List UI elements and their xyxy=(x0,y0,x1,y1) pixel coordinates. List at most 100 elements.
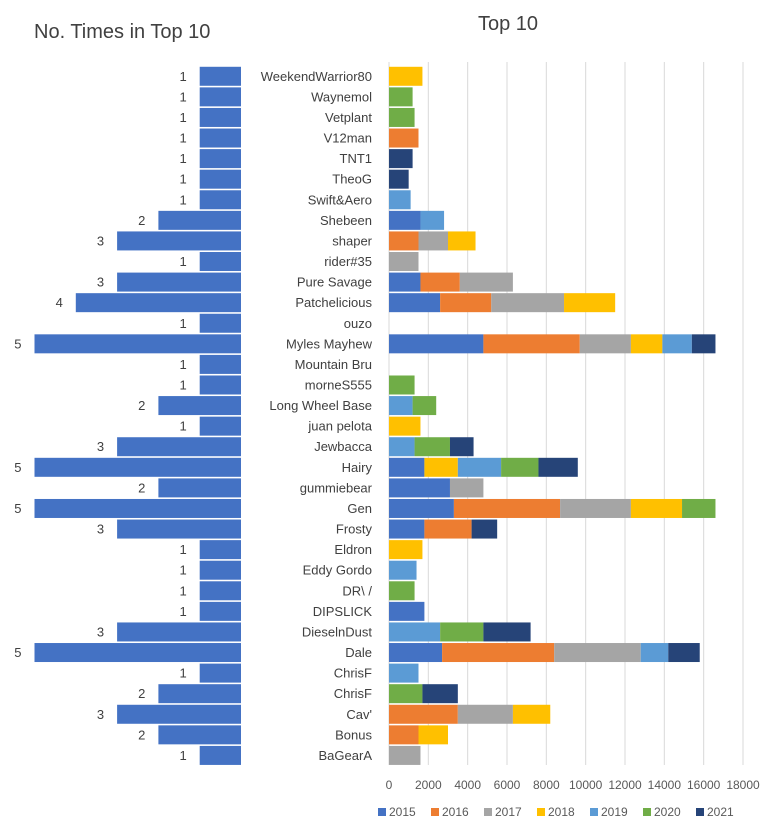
category-label: DR\ / xyxy=(342,583,372,598)
stacked-bar-segment xyxy=(389,540,423,560)
left-bar-value-label: 4 xyxy=(56,295,63,310)
stacked-bar-segment xyxy=(389,107,415,127)
stacked-bar-segment xyxy=(389,293,441,313)
left-bar xyxy=(199,149,241,169)
left-bar-value-label: 1 xyxy=(179,254,186,269)
category-label: Frosty xyxy=(336,522,373,537)
stacked-bar-segment xyxy=(453,498,561,518)
stacked-bar-segment xyxy=(389,663,419,683)
left-chart-title: No. Times in Top 10 xyxy=(34,21,210,43)
stacked-bar-segment xyxy=(668,643,700,663)
stacked-bar-segment xyxy=(564,293,616,313)
left-bar xyxy=(199,354,241,374)
stacked-bar-segment xyxy=(682,498,716,518)
stacked-bar-segment xyxy=(457,457,502,477)
legend-swatch xyxy=(643,808,651,816)
x-tick-label: 2000 xyxy=(415,778,442,792)
legend-label: 2020 xyxy=(654,805,681,819)
stacked-bar-segment xyxy=(389,66,423,86)
stacked-bar-segment xyxy=(389,622,441,642)
x-tick-label: 6000 xyxy=(494,778,521,792)
left-bar-value-label: 1 xyxy=(179,172,186,187)
stacked-bar-segment xyxy=(501,457,539,477)
category-label: Hairy xyxy=(342,460,373,475)
left-bar xyxy=(75,293,241,313)
left-bar xyxy=(117,272,241,292)
left-bar xyxy=(117,622,241,642)
left-bar xyxy=(199,169,241,189)
stacked-bar-segment xyxy=(389,169,409,189)
left-bar-value-label: 3 xyxy=(97,233,104,248)
stacked-bar-segment xyxy=(448,231,476,251)
stacked-bar-segment xyxy=(449,478,484,498)
stacked-bar-segment xyxy=(389,560,417,580)
left-bar-value-label: 5 xyxy=(14,645,21,660)
x-tick-label: 10000 xyxy=(569,778,603,792)
stacked-bar-segment xyxy=(449,437,474,457)
left-bar-value-label: 1 xyxy=(179,131,186,146)
stacked-bar-segment xyxy=(422,684,458,704)
category-label: Pure Savage xyxy=(297,275,372,290)
legend-swatch xyxy=(378,808,386,816)
x-tick-label: 12000 xyxy=(608,778,642,792)
stacked-bar-segment xyxy=(554,643,641,663)
left-bar-value-label: 5 xyxy=(14,501,21,516)
stacked-bar-segment xyxy=(662,334,692,354)
stacked-bar-segment xyxy=(471,519,498,539)
stacked-bar-segment xyxy=(389,745,421,765)
left-bar-value-label: 1 xyxy=(179,563,186,578)
stacked-bar-segment xyxy=(389,601,425,621)
category-label: Shebeen xyxy=(320,213,372,228)
stacked-bar-segment xyxy=(414,437,450,457)
category-label: Cav' xyxy=(346,707,372,722)
category-label: Eddy Gordo xyxy=(303,563,372,578)
category-label: TNT1 xyxy=(340,151,373,166)
left-bar-value-label: 1 xyxy=(179,89,186,104)
stacked-bar-segment xyxy=(512,704,551,724)
left-bar-value-label: 3 xyxy=(97,707,104,722)
stacked-bar-segment xyxy=(389,478,450,498)
left-bar xyxy=(199,252,241,272)
category-label: Vetplant xyxy=(325,110,372,125)
stacked-bar-segment xyxy=(691,334,716,354)
legend: 2015 2016 2017 2018 2019 2020 2021 xyxy=(378,805,734,819)
stacked-bar-segment xyxy=(440,622,484,642)
stacked-bar-segment xyxy=(389,190,411,210)
left-bar xyxy=(117,231,241,251)
legend-label: 2019 xyxy=(601,805,628,819)
left-bar xyxy=(199,313,241,333)
left-bar xyxy=(34,457,241,477)
stacked-bar-segment xyxy=(412,396,437,416)
left-bar xyxy=(199,416,241,436)
stacked-bar-segment xyxy=(442,643,555,663)
left-bar-value-label: 3 xyxy=(97,624,104,639)
left-bar xyxy=(199,190,241,210)
right-bars-group xyxy=(389,66,716,765)
stacked-bar-segment xyxy=(538,457,578,477)
category-label: ChrisF xyxy=(334,666,372,681)
stacked-bar-segment xyxy=(389,684,423,704)
stacked-bar-segment xyxy=(491,293,565,313)
category-label: rider#35 xyxy=(324,254,372,269)
left-bar xyxy=(199,107,241,127)
category-label: BaGearA xyxy=(319,748,373,763)
left-bar xyxy=(158,396,241,416)
category-label: Myles Mayhew xyxy=(286,336,373,351)
stacked-bar-segment xyxy=(389,334,484,354)
stacked-bar-segment xyxy=(420,272,460,292)
stacked-bar-segment xyxy=(389,519,425,539)
gridlines xyxy=(388,62,744,765)
category-label: TheoG xyxy=(332,172,372,187)
left-bar-value-label: 3 xyxy=(97,439,104,454)
legend-label: 2017 xyxy=(495,805,522,819)
legend-swatch xyxy=(484,808,492,816)
left-bar-value-label: 3 xyxy=(97,275,104,290)
stacked-bar-segment xyxy=(630,498,683,518)
stacked-bar-segment xyxy=(389,643,443,663)
stacked-bar-segment xyxy=(389,725,419,745)
left-bar xyxy=(199,601,241,621)
category-label: Eldron xyxy=(334,542,372,557)
left-bar-value-label: 3 xyxy=(97,522,104,537)
stacked-bar-segment xyxy=(560,498,631,518)
